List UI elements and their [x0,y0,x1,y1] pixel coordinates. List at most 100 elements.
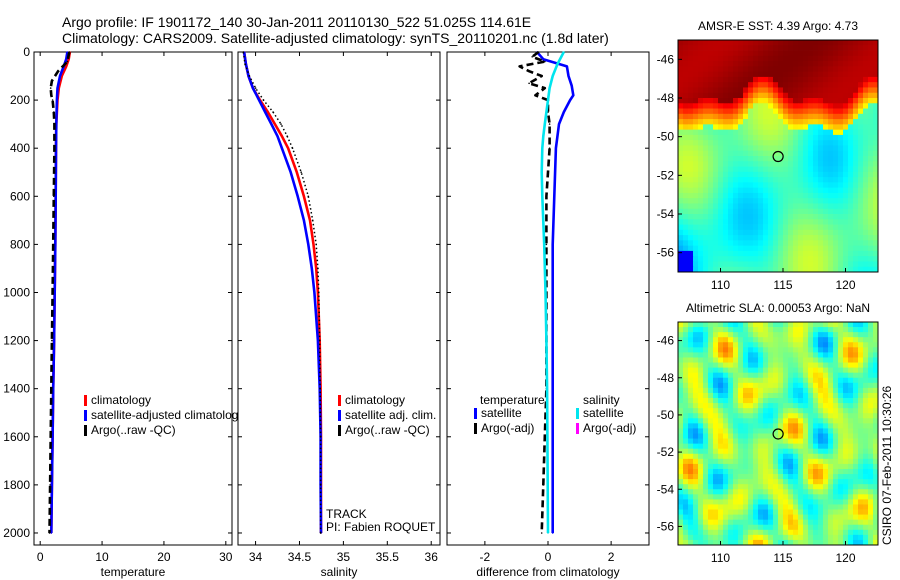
heatmap-cell [688,119,694,125]
heatmap-cell [703,66,709,73]
heatmap-cell [718,403,724,409]
heatmap-cell [723,171,729,178]
heatmap-cell [818,327,824,333]
heatmap-cell [678,403,684,409]
heatmap-cell [743,250,749,257]
heatmap-cell [778,382,784,389]
heatmap-cell [718,45,724,51]
heatmap-cell [873,504,879,510]
heatmap-cell [698,418,704,424]
heatmap-cell [738,357,744,363]
heatmap-cell [863,224,869,231]
heatmap-cell [688,539,694,546]
heatmap-cell [708,203,714,210]
heatmap-cell [828,347,834,353]
heatmap-cell [813,489,819,495]
heatmap-cell [853,140,859,146]
heatmap-cell [873,392,879,399]
heatmap-cell [693,192,699,199]
heatmap-cell [808,150,814,157]
heatmap-cell [683,413,689,419]
heatmap-cell [773,327,779,333]
heatmap-cell [828,342,834,348]
heatmap-cell [718,145,724,152]
heatmap-cell [743,403,749,409]
heatmap-cell [788,235,794,241]
heatmap-cell [753,140,759,146]
heatmap-cell [763,229,769,236]
heatmap-cell [828,250,834,257]
heatmap-cell [838,82,844,88]
heatmap-cell [868,71,874,78]
heatmap-cell [798,124,804,131]
heatmap-cell [868,145,874,152]
heatmap-cell [783,245,789,252]
heatmap-cell [783,150,789,157]
heatmap-cell [758,398,764,404]
heatmap-cell [708,71,714,78]
heatmap-cell [788,171,794,178]
heatmap-cell [813,428,819,434]
heatmap-cell [743,443,749,450]
heatmap-cell [758,166,764,173]
heatmap-cell [713,145,719,152]
heatmap-cell [743,224,749,231]
heatmap-cell [753,327,759,333]
heatmap-cell [833,261,839,268]
heatmap-cell [778,509,784,515]
heatmap-cell [798,463,804,470]
heatmap-cell [748,250,754,257]
heatmap-cell [743,45,749,51]
legend-label: Argo(-adj) [583,421,636,435]
heatmap-cell [778,235,784,241]
heatmap-cell [728,342,734,348]
heatmap-cell [868,240,874,247]
heatmap-cell [823,92,829,99]
heatmap-cell [868,428,874,434]
heatmap-cell [823,150,829,157]
heatmap-cell [833,367,839,374]
data-point [56,87,59,89]
heatmap-cell [833,198,839,204]
data-point [551,484,554,486]
heatmap-cell [778,357,784,363]
heatmap-cell [703,423,709,429]
heatmap-cell [833,468,839,475]
heatmap-cell [793,256,799,262]
heatmap-cell [713,534,719,541]
heatmap-cell [828,504,834,510]
heatmap-cell [753,119,759,125]
heatmap-cell [778,250,784,257]
heatmap-cell [798,182,804,189]
heatmap-cell [723,357,729,363]
heatmap-cell [828,484,834,490]
heatmap-cell [753,357,759,363]
heatmap-cell [868,332,874,338]
heatmap-cell [728,509,734,515]
heatmap-cell [793,377,799,384]
heatmap-cell [698,198,704,204]
heatmap-cell [858,489,864,495]
heatmap-cell [858,87,864,94]
heatmap-cell [733,214,739,220]
heatmap-cell [853,256,859,262]
heatmap-cell [823,443,829,450]
heatmap-cell [688,140,694,146]
heatmap-cell [748,494,754,500]
heatmap-cell [718,224,724,231]
heatmap-cell [778,166,784,173]
heatmap-cell [773,332,779,338]
heatmap-cell [798,145,804,152]
heatmap-cell [758,327,764,333]
heatmap-cell [813,342,819,348]
heatmap-cell [838,514,844,521]
heatmap-cell [783,463,789,470]
heatmap-cell [773,250,779,257]
heatmap-cell [693,337,699,343]
heatmap-cell [723,514,729,521]
heatmap-cell [733,443,739,450]
y-tick-label: -50 [657,130,675,144]
heatmap-cell [853,50,859,57]
heatmap-cell [848,219,854,225]
heatmap-cell [778,529,784,536]
